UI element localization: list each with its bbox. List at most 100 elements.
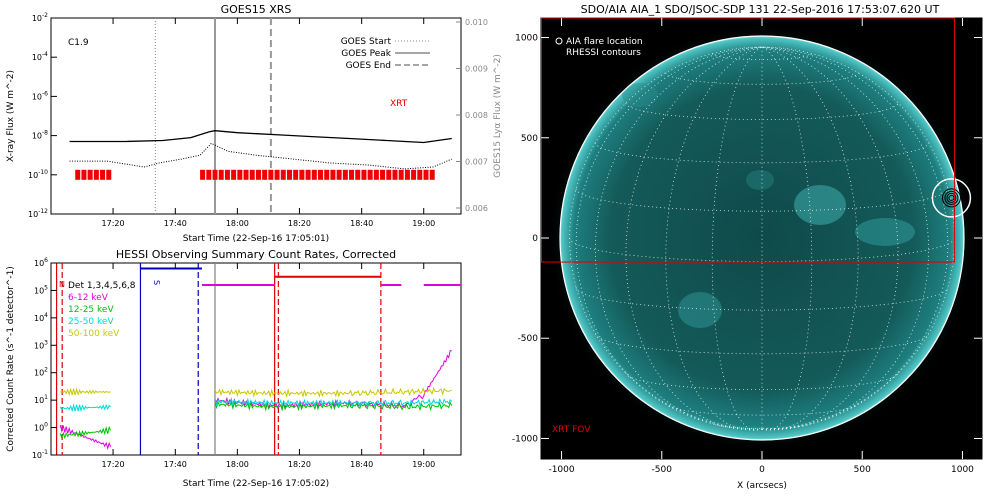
hessi-xtick-label: 18:00	[226, 460, 249, 469]
aia-title: SDO/AIA AIA_1 SDO/JSOC-SDP 131 22-Sep-20…	[581, 3, 940, 16]
hessi-ytick-label: 104	[34, 312, 48, 323]
aia-ytick-label: -1000	[512, 434, 538, 444]
legend-12-25: 12-25 keV	[68, 305, 114, 315]
grid-longitude	[761, 46, 930, 430]
aia-panel: SDO/AIA AIA_1 SDO/JSOC-SDP 131 22-Sep-20…	[512, 3, 983, 491]
goes-xtick-label: 17:20	[102, 219, 125, 228]
hessi-xtick-label: 19:00	[412, 460, 435, 469]
saa-flag: S	[152, 280, 161, 285]
goes-plot-area	[69, 18, 452, 214]
xrt-observation-block	[81, 169, 87, 180]
hessi-series-50-100-keV	[60, 387, 111, 396]
xrt-observation-block	[218, 169, 224, 180]
xrt-observation-block	[380, 169, 386, 180]
xrt-observation-block	[299, 169, 305, 180]
hessi-ytick-label: 10-1	[32, 449, 48, 460]
grid-longitude	[761, 46, 949, 430]
goes-ytick-right-label: 0.010	[465, 18, 488, 27]
xrt-observation-block	[274, 169, 280, 180]
goes-xtick-label: 17:40	[164, 219, 187, 228]
legend-aia-flare: AIA flare location	[566, 37, 643, 47]
xrt-observation-block	[398, 169, 404, 180]
hessi-series-6-12-keV	[214, 350, 452, 410]
goes-axes: 17:20 17:40 18:00 18:20 18:40 19:00 10-12 10-10…	[28, 12, 488, 228]
hessi-ytick-label: 103	[34, 339, 48, 350]
legend-50-100: 50-100 keV	[68, 329, 120, 339]
grid-longitude	[594, 46, 763, 430]
goes-xrs-panel: GOES15 XRS 17:20 17:40 18:00 18:20 18:40 19:0…	[6, 3, 503, 244]
xrt-observation-block	[336, 169, 342, 180]
xrt-observation-block	[75, 169, 81, 180]
grid-longitude	[761, 46, 955, 430]
flare-marker	[931, 178, 972, 218]
xrt-observation-block	[355, 169, 361, 180]
grid-longitude	[665, 46, 763, 431]
xrt-observation-block	[361, 169, 367, 180]
aia-xtick-label: 1000	[951, 465, 974, 475]
goes-title: GOES15 XRS	[221, 3, 292, 16]
flare-location-circle	[931, 178, 972, 218]
aia-xlabel: X (arcsecs)	[737, 481, 787, 491]
goes-ytick-right-label: 0.008	[465, 111, 488, 120]
legend-det: Det 1,3,4,5,6,8	[68, 281, 136, 291]
rhessi-contour	[944, 190, 959, 205]
grid-longitude	[711, 46, 763, 431]
goes-ytick-label: 10-4	[32, 51, 48, 62]
xrt-observation-block	[330, 169, 336, 180]
grid-latitude	[575, 287, 949, 311]
hessi-xtick-label: 17:20	[102, 460, 125, 469]
xrt-observation-block	[293, 169, 299, 180]
xrt-observation-block	[417, 169, 423, 180]
goes-xtick-label: 18:00	[226, 219, 249, 228]
xrt-observation-block	[100, 169, 106, 180]
goes-xtick-label: 18:40	[350, 219, 373, 228]
hessi-xtick-label: 18:40	[350, 460, 373, 469]
hessi-plot-area	[55, 263, 461, 455]
legend-goes-start: GOES Start	[341, 37, 392, 47]
hessi-series-12-25-keV	[59, 425, 112, 440]
grid-longitude	[575, 46, 763, 430]
hessi-series-25-50-keV	[214, 396, 453, 408]
aia-ytick-label: 0	[532, 234, 538, 244]
grid-longitude	[761, 46, 813, 431]
aia-xtick-label: 0	[759, 465, 765, 475]
night-flag: N	[59, 280, 65, 289]
goes-ytick-right-label: 0.006	[465, 204, 488, 213]
xrt-observation-block	[243, 169, 249, 180]
goes-xtick-label: 19:00	[412, 219, 435, 228]
legend-circle-icon	[555, 37, 563, 45]
xrt-observation-block	[373, 169, 379, 180]
hessi-xlabel: Start Time (22-Sep-16 17:05:02)	[183, 479, 329, 489]
aia-ytick-label: 500	[521, 134, 538, 144]
xrt-observation-block	[255, 169, 261, 180]
xrt-fov-label: XRT FOV	[552, 425, 591, 435]
aia-xtick-label: -500	[652, 465, 673, 475]
hessi-ytick-label: 105	[34, 284, 48, 295]
grid-longitude	[761, 46, 859, 431]
hessi-title: HESSI Observing Summary Count Rates, Cor…	[116, 248, 396, 261]
hessi-series-12-25-keV	[214, 400, 453, 412]
legend-rhessi: RHESSI contours	[566, 48, 641, 58]
goes-xtick-label: 18:20	[288, 219, 311, 228]
xrt-observation-block	[206, 169, 212, 180]
goes-plot-frame	[50, 17, 462, 215]
goes-long-series	[69, 130, 452, 144]
legend-6-12: 6-12 keV	[68, 293, 109, 303]
goes-xlabel: Start Time (22-Sep-16 17:05:01)	[183, 234, 329, 244]
goes-ytick-right-label: 0.007	[465, 158, 488, 167]
aia-ytick-label: -500	[518, 334, 539, 344]
goes-ylabel: X-ray Flux (W m^-2)	[6, 70, 16, 162]
xrt-observation-block	[268, 169, 274, 180]
goes-ytick-right-label: 0.009	[465, 65, 488, 74]
hessi-xtick-label: 17:40	[164, 460, 187, 469]
goes-ytick-label: 10-6	[32, 90, 48, 101]
aia-xtick-label: 500	[854, 465, 871, 475]
hessi-legend: Det 1,3,4,5,6,8 6-12 keV 12-25 keV 25-50…	[68, 281, 136, 339]
xrt-observation-block	[318, 169, 324, 180]
aia-xtick-label: -1000	[548, 465, 574, 475]
xrt-fov-box	[541, 17, 955, 263]
hessi-ytick-label: 102	[34, 367, 48, 378]
rhessi-contour	[948, 194, 955, 201]
hessi-series-6-12-keV	[59, 424, 112, 450]
legend-goes-end: GOES End	[346, 61, 391, 71]
